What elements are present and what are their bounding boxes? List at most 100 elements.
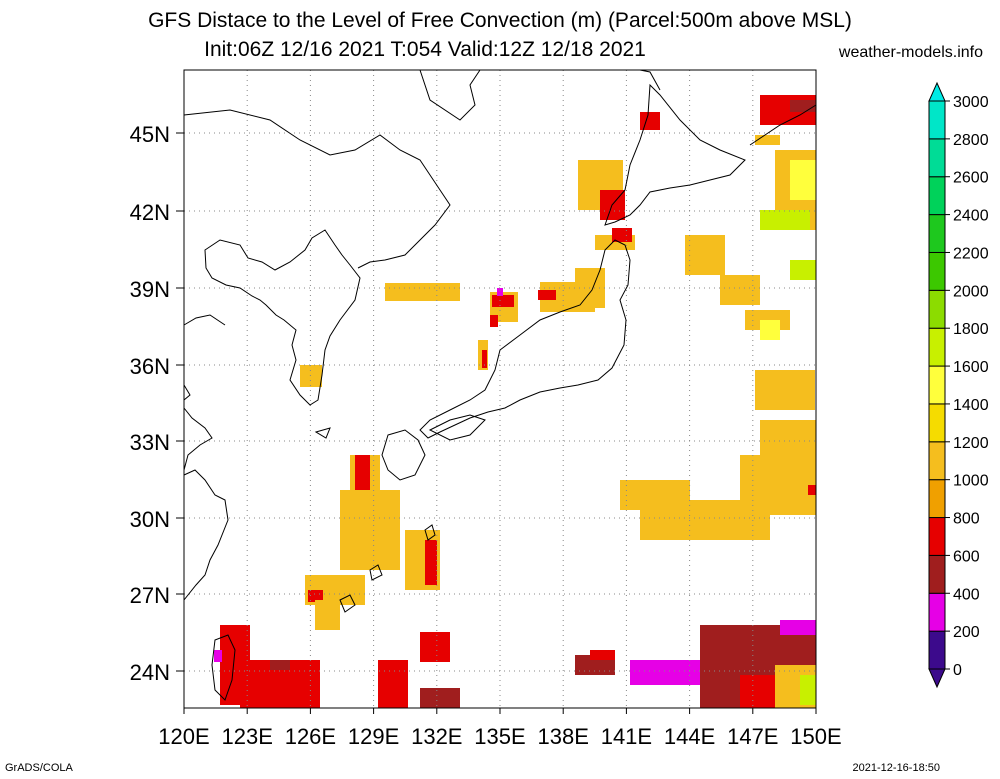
lat-label: 33N (130, 430, 170, 455)
lon-label: 141E (601, 724, 652, 749)
colorbar-label: 1800 (953, 321, 989, 338)
coastlines (183, 69, 817, 701)
colorbar-label: 2800 (953, 132, 989, 149)
lfc-cell (482, 350, 487, 368)
longitude-labels: 120E 123E 126E 129E 132E 135E 138E 141E 144E 147E… (158, 708, 842, 749)
lfc-cell (760, 320, 780, 340)
colorbar-swatch (928, 100, 946, 140)
colorbar-swatch (928, 176, 946, 216)
colorbar-swatch (928, 403, 946, 443)
lat-label: 27N (130, 583, 170, 608)
coast-kyushu (381, 429, 426, 481)
colorbar-label: 2000 (953, 283, 989, 300)
colorbar-label: 3000 (953, 94, 989, 111)
lfc-cell (720, 275, 760, 305)
colorbar: 0 200 400 600 800 1000 1200 1400 1600 1800 2000 220… (928, 81, 989, 689)
lat-label: 36N (130, 354, 170, 379)
map-area (184, 70, 816, 708)
lfc-cell (300, 365, 322, 387)
lfc-cell (420, 688, 460, 708)
lon-label: 129E (348, 724, 399, 749)
lfc-cell (420, 632, 450, 662)
lfc-fields (214, 95, 816, 708)
colorbar-swatch (928, 365, 946, 405)
lfc-cell (538, 290, 556, 300)
lfc-cell (755, 370, 815, 410)
colorbar-swatch (928, 517, 946, 556)
lfc-cell (612, 228, 632, 242)
lon-label: 147E (727, 724, 778, 749)
lfc-cell (308, 590, 323, 602)
lon-label: 135E (474, 724, 525, 749)
lfc-cell (270, 660, 290, 670)
coast-korea (204, 229, 361, 406)
footer-timestamp: 2021-12-16-18:50 (852, 762, 940, 774)
footer-software: GrADS/COLA (5, 762, 73, 774)
colorbar-swatch (928, 554, 946, 594)
lfc-cell (755, 135, 780, 145)
lon-label: 138E (538, 724, 589, 749)
lon-label: 126E (285, 724, 336, 749)
colorbar-label: 1000 (953, 473, 989, 490)
lon-label: 150E (790, 724, 841, 749)
colorbar-swatch (928, 592, 946, 632)
lon-label: 120E (158, 724, 209, 749)
colorbar-swatch (928, 214, 946, 253)
lfc-cell (640, 112, 660, 130)
colorbar-label: 1600 (953, 359, 989, 376)
lat-label: 45N (130, 122, 170, 147)
map-subtitle: Init:06Z 12/16 2021 T:054 Valid:12Z 12/1… (204, 38, 646, 61)
colorbar-swatch (928, 441, 946, 481)
colorbar-swatch (928, 289, 946, 329)
lfc-cell (790, 100, 816, 112)
lfc-cell (780, 620, 816, 635)
lfc-cell (640, 500, 770, 540)
coast-taiwan (211, 634, 236, 701)
lat-label: 39N (130, 277, 170, 302)
lon-label: 132E (411, 724, 462, 749)
lfc-cell (497, 288, 503, 296)
lat-label: 42N (130, 200, 170, 225)
colorbar-swatch (928, 479, 946, 519)
lfc-cell (385, 283, 460, 301)
colorbar-label: 2600 (953, 170, 989, 187)
colorbar-label: 2400 (953, 208, 989, 225)
lfc-cell (760, 210, 810, 230)
lfc-cell (800, 675, 816, 705)
lfc-cell (808, 485, 816, 495)
lfc-cell (685, 235, 725, 275)
coast-honshu (419, 239, 631, 439)
colorbar-label: 0 (953, 662, 962, 679)
lfc-cell (425, 540, 437, 585)
colorbar-label: 200 (953, 624, 980, 641)
coast-ryukyu (314, 427, 436, 613)
lfc-cell (590, 650, 615, 660)
coast-north (183, 69, 481, 326)
lfc-cell (378, 660, 408, 708)
lfc-cell (790, 160, 816, 200)
lon-label: 123E (222, 724, 273, 749)
coast-hokkaido (604, 83, 746, 226)
lfc-cell (315, 600, 340, 630)
lfc-cell (355, 455, 370, 495)
colorbar-label: 2200 (953, 245, 989, 262)
lfc-cell (490, 315, 498, 327)
lfc-cell (340, 490, 400, 570)
lfc-cell (214, 650, 222, 662)
colorbar-label: 400 (953, 586, 980, 603)
colorbar-swatch (928, 251, 946, 291)
lat-label: 30N (130, 507, 170, 532)
latitude-labels: 45N 42N 39N 36N 33N 30N 27N 24N (130, 122, 184, 685)
site-name: weather-models.info (838, 44, 983, 61)
lon-label: 144E (664, 724, 715, 749)
coast-shikoku (428, 414, 486, 441)
colorbar-label: 800 (953, 511, 980, 528)
colorbar-swatch (928, 138, 946, 178)
colorbar-label: 600 (953, 548, 980, 565)
map-title: GFS Distace to the Level of Free Convect… (148, 9, 852, 32)
coast-china (183, 384, 229, 601)
coast-sakhalin (639, 69, 817, 146)
lfc-cell (790, 260, 816, 280)
colorbar-swatch (928, 327, 946, 367)
